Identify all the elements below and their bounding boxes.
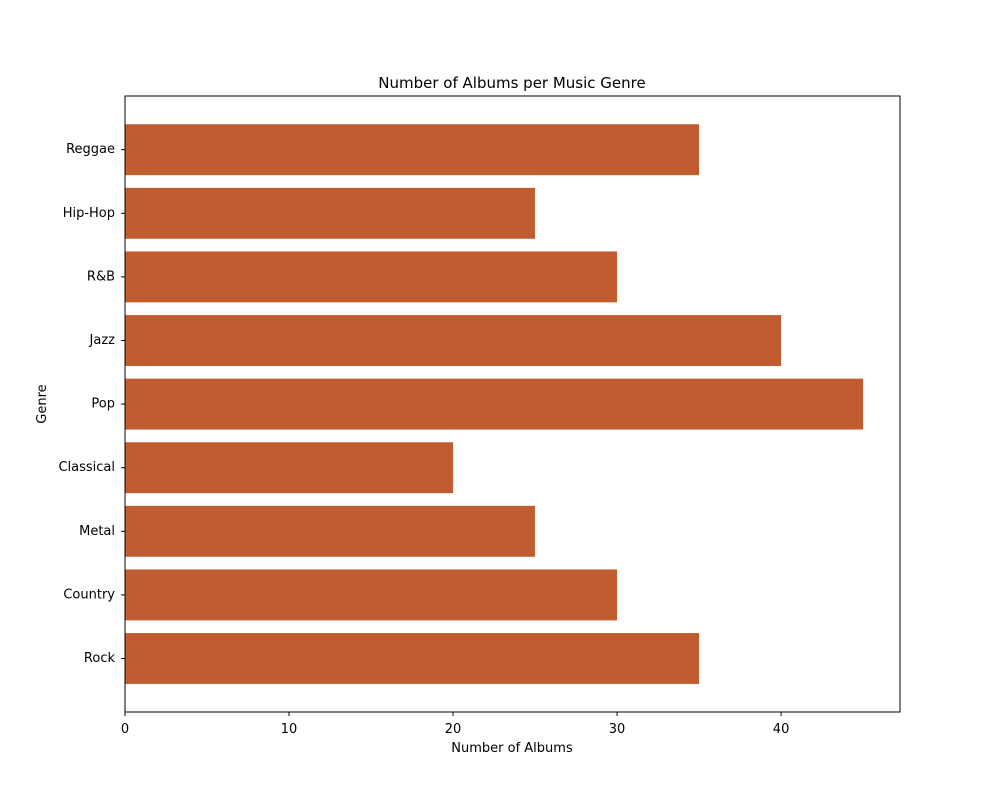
y-tick-label-randb: R&B — [87, 269, 115, 284]
x-axis-label: Number of Albums — [451, 741, 573, 756]
y-tick-label-pop: Pop — [91, 397, 115, 412]
y-tick-label-jazz: Jazz — [89, 333, 116, 348]
bar-metal — [125, 505, 536, 557]
y-tick-label-metal: Metal — [79, 524, 115, 539]
bar-hip-hop — [125, 187, 536, 239]
x-axis-ticks: 0 10 20 30 40 — [121, 712, 789, 737]
x-tick-label-20: 20 — [445, 722, 462, 737]
bar-rock — [125, 633, 700, 684]
bar-country — [125, 569, 618, 621]
bar-jazz — [125, 315, 782, 366]
bar-pop — [125, 378, 864, 430]
bar-reggae — [125, 124, 700, 176]
y-axis-label: Genre — [35, 384, 50, 423]
bar-randb — [125, 251, 618, 303]
y-tick-label-reggae: Reggae — [66, 142, 115, 157]
chart-title: Number of Albums per Music Genre — [378, 74, 645, 92]
x-tick-label-40: 40 — [773, 722, 790, 737]
y-tick-label-classical: Classical — [58, 460, 115, 475]
x-tick-label-30: 30 — [609, 722, 626, 737]
y-tick-label-hip-hop: Hip-Hop — [63, 206, 115, 221]
x-tick-label-0: 0 — [121, 722, 129, 737]
y-tick-label-country: Country — [63, 587, 115, 602]
bars-group — [125, 124, 864, 684]
x-tick-label-10: 10 — [281, 722, 298, 737]
y-tick-label-rock: Rock — [84, 651, 116, 666]
y-axis-ticks: Rock Country Metal Classical Pop Jazz R&B Hip-H… — [58, 142, 125, 666]
bar-classical — [125, 442, 454, 494]
